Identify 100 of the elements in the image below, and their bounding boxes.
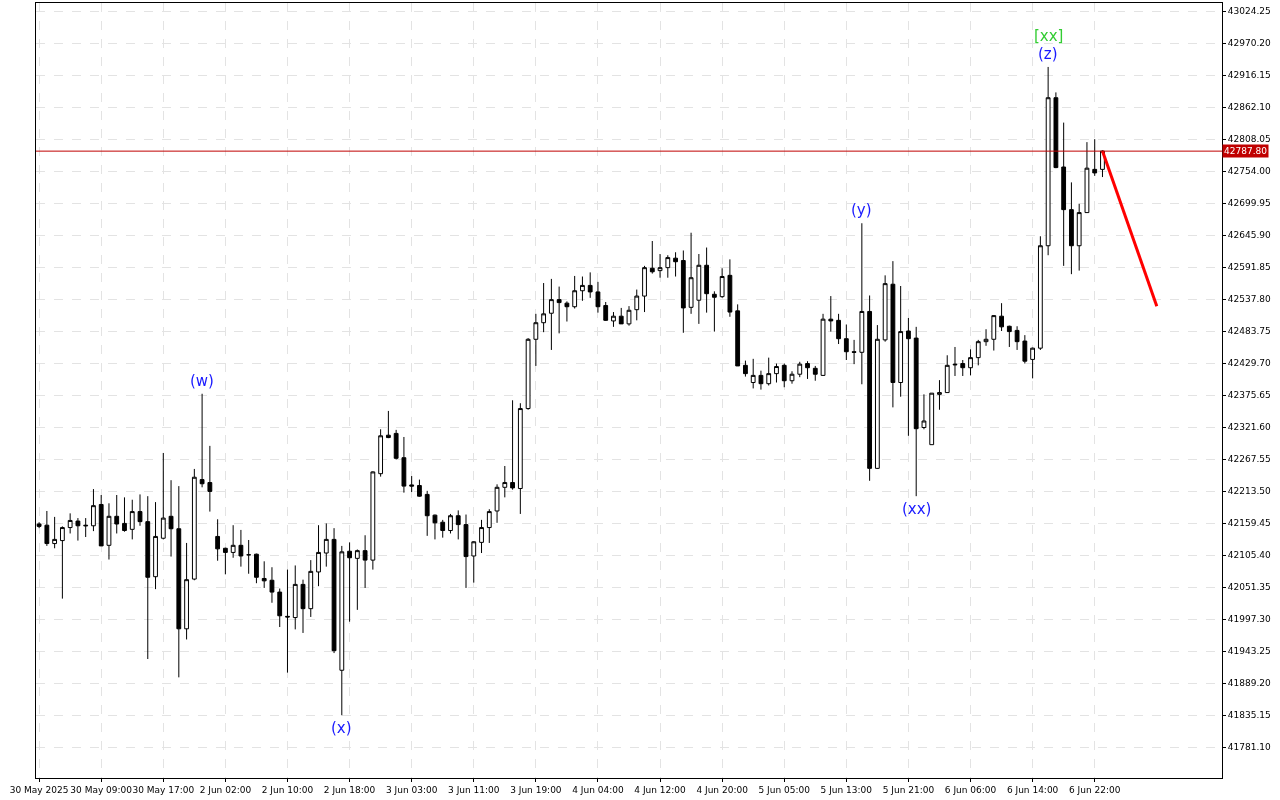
candlestick bbox=[688, 232, 694, 315]
candlestick bbox=[611, 311, 616, 328]
candlestick bbox=[642, 265, 647, 313]
candlestick bbox=[409, 475, 415, 493]
candlestick bbox=[867, 294, 873, 482]
candlestick bbox=[890, 260, 896, 408]
candlestick bbox=[952, 346, 958, 377]
candlestick bbox=[1061, 122, 1067, 267]
candlestick bbox=[1022, 334, 1028, 365]
candlestick bbox=[432, 514, 438, 540]
candlestick bbox=[52, 516, 58, 549]
candlestick bbox=[160, 452, 166, 540]
candlestick bbox=[285, 569, 290, 674]
candlestick bbox=[184, 542, 189, 640]
y-tick-label: 42862.10 bbox=[1227, 102, 1272, 113]
candlestick bbox=[378, 428, 384, 478]
candlestick bbox=[308, 559, 314, 618]
candlestick bbox=[1069, 181, 1074, 275]
candlestick bbox=[448, 513, 453, 534]
candlestick bbox=[145, 495, 151, 660]
candlestick bbox=[401, 436, 407, 494]
candlestick bbox=[424, 490, 430, 537]
candlestick bbox=[417, 479, 422, 498]
candlestick bbox=[657, 253, 663, 279]
candlestick bbox=[1014, 325, 1020, 351]
y-tick-label: 42429.70 bbox=[1227, 358, 1272, 369]
candlestick bbox=[843, 323, 849, 361]
candlestick bbox=[743, 360, 748, 378]
x-tick-label: 30 May 09:00 bbox=[70, 784, 133, 795]
candlestick bbox=[719, 267, 725, 299]
candlestick bbox=[750, 358, 756, 389]
candlestick bbox=[1076, 203, 1082, 272]
candlestick bbox=[766, 357, 772, 386]
x-tick-label: 3 Jun 19:00 bbox=[510, 784, 562, 795]
x-tick-label: 2 Jun 10:00 bbox=[261, 784, 314, 795]
candlestick bbox=[230, 524, 236, 559]
x-tick-label: 3 Jun 03:00 bbox=[385, 784, 438, 795]
candlestick bbox=[269, 566, 275, 604]
candlestick bbox=[191, 468, 197, 581]
candlestick bbox=[370, 470, 376, 571]
candlestick bbox=[774, 363, 779, 384]
candlestick bbox=[572, 275, 578, 309]
y-tick-label: 42754.00 bbox=[1227, 166, 1272, 177]
candlestick bbox=[696, 253, 702, 325]
candlestick bbox=[618, 307, 624, 325]
x-tick-label: 5 Jun 13:00 bbox=[820, 784, 873, 795]
candlestick bbox=[440, 519, 446, 539]
candlestick bbox=[1045, 66, 1051, 256]
candlestick bbox=[820, 313, 826, 377]
y-tick-label: 42375.65 bbox=[1227, 390, 1271, 401]
annotation: (x) bbox=[331, 719, 352, 737]
candlestick bbox=[898, 285, 904, 398]
candlestick bbox=[929, 392, 935, 446]
candlestick bbox=[626, 305, 632, 327]
candlestick bbox=[921, 393, 927, 430]
candlestick bbox=[968, 348, 973, 376]
candlestick bbox=[83, 517, 89, 538]
candlestick bbox=[463, 514, 469, 589]
candlestick bbox=[727, 258, 733, 318]
candlestick bbox=[937, 379, 942, 411]
candlestick bbox=[634, 289, 640, 321]
candlestick bbox=[502, 465, 508, 498]
y-tick-label: 42591.85 bbox=[1227, 262, 1271, 273]
candlestick bbox=[292, 564, 298, 630]
candlestick bbox=[758, 370, 764, 391]
candlestick bbox=[323, 522, 329, 568]
candlestick bbox=[393, 429, 399, 460]
candlestick bbox=[595, 281, 601, 314]
candlestick bbox=[665, 254, 671, 279]
y-tick-label: 42808.05 bbox=[1227, 134, 1271, 145]
x-tick-label: 5 Jun 21:00 bbox=[882, 784, 935, 795]
candlestick bbox=[59, 525, 65, 600]
candlestick bbox=[261, 560, 267, 589]
y-tick-label: 42916.15 bbox=[1227, 70, 1271, 81]
candlestick bbox=[812, 365, 818, 382]
candlestick bbox=[339, 545, 345, 716]
candlestick bbox=[851, 339, 857, 365]
y-tick-label: 42267.55 bbox=[1227, 454, 1271, 465]
y-tick-label: 42321.60 bbox=[1227, 422, 1272, 433]
candlestick bbox=[362, 534, 368, 589]
candlestick bbox=[354, 548, 360, 611]
candlestick bbox=[222, 547, 228, 575]
candlestick bbox=[1084, 141, 1090, 214]
candlestick bbox=[129, 499, 135, 540]
candlestick bbox=[874, 324, 880, 470]
candlestick bbox=[828, 295, 834, 333]
candlestick bbox=[805, 360, 810, 380]
candlestick bbox=[1092, 138, 1098, 177]
candlestick bbox=[789, 370, 795, 385]
candlestick bbox=[797, 361, 803, 378]
candlestick bbox=[67, 512, 73, 534]
candlestick bbox=[122, 496, 127, 533]
candlestick bbox=[347, 541, 352, 623]
x-tick-label: 4 Jun 20:00 bbox=[696, 784, 749, 795]
y-tick-label: 42483.75 bbox=[1227, 326, 1271, 337]
y-tick-label: 42699.95 bbox=[1227, 198, 1271, 209]
y-tick-label: 41835.15 bbox=[1227, 710, 1271, 721]
annotation: (xx) bbox=[902, 500, 932, 518]
ref-line-label: 42787.80 bbox=[1224, 146, 1268, 156]
annotation: (y) bbox=[851, 201, 872, 219]
